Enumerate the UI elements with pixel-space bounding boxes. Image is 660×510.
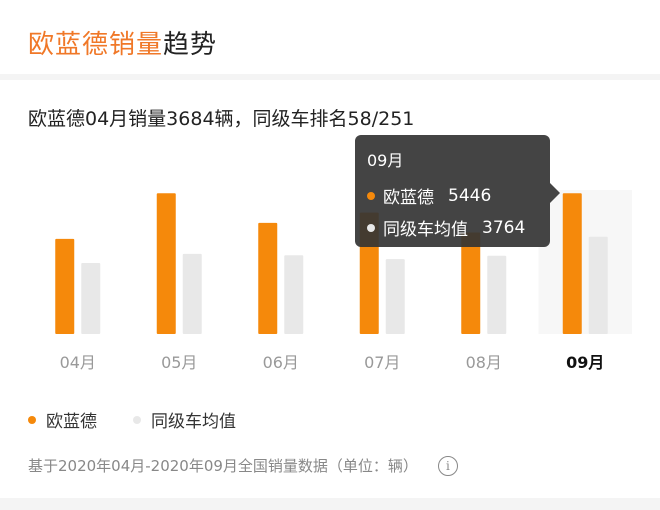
tooltip-arrow	[550, 183, 560, 203]
x-tick-label[interactable]: 04月	[60, 353, 96, 372]
chart-tooltip: 09月 欧蓝德 5446 同级车均值 3764	[355, 135, 560, 247]
gray-dot-icon	[367, 223, 375, 232]
bar-average[interactable]	[588, 236, 608, 334]
tooltip-value: 5446	[448, 185, 492, 206]
tooltip-value: 3764	[482, 217, 526, 238]
chart-legend: 欧蓝德 同级车均值	[28, 407, 272, 432]
title-highlight: 欧蓝德销量	[28, 30, 164, 60]
data-footnote: 基于2020年04月-2020年09月全国销量数据（单位：辆） i	[28, 455, 458, 476]
bar-average[interactable]	[284, 255, 304, 334]
x-tick-label[interactable]: 07月	[364, 353, 400, 372]
legend-item-average[interactable]: 同级车均值	[133, 407, 236, 432]
bar-primary[interactable]	[258, 222, 278, 334]
orange-dot-icon	[367, 191, 375, 200]
x-tick-label[interactable]: 09月	[566, 353, 604, 372]
legend-label: 欧蓝德	[46, 412, 97, 432]
tooltip-label: 同级车均值	[383, 220, 468, 240]
tooltip-row-average: 同级车均值 3764	[367, 215, 525, 240]
bar-average[interactable]	[81, 262, 101, 334]
legend-item-primary[interactable]: 欧蓝德	[28, 407, 97, 432]
legend-label: 同级车均值	[151, 412, 236, 432]
bar-primary[interactable]	[562, 193, 582, 334]
section-divider	[0, 74, 660, 80]
bar-average[interactable]	[487, 255, 507, 334]
bar-average[interactable]	[385, 259, 405, 334]
bar-primary[interactable]	[55, 238, 75, 334]
tooltip-row-primary: 欧蓝德 5446	[367, 183, 491, 208]
sales-summary: 欧蓝德04月销量3684辆，同级车排名58/251	[28, 108, 415, 130]
bottom-divider	[0, 498, 660, 510]
orange-dot-icon	[28, 415, 36, 424]
x-tick-label[interactable]: 05月	[161, 353, 197, 372]
title-rest: 趋势	[163, 30, 218, 60]
bar-primary[interactable]	[461, 232, 481, 334]
bar-primary[interactable]	[156, 193, 176, 334]
bar-average[interactable]	[182, 253, 202, 334]
tooltip-label: 欧蓝德	[383, 188, 434, 208]
x-tick-label[interactable]: 08月	[466, 353, 502, 372]
sales-bar-chart[interactable]: 04月 05月 06月 07月 08月 09月	[0, 130, 660, 390]
info-icon[interactable]: i	[437, 455, 458, 476]
x-tick-label[interactable]: 06月	[263, 353, 299, 372]
tooltip-month: 09月	[367, 151, 404, 170]
page-title: 欧蓝德销量趋势	[28, 24, 217, 61]
selected-column-highlight	[538, 190, 632, 334]
gray-dot-icon	[133, 415, 141, 424]
footnote-text: 基于2020年04月-2020年09月全国销量数据（单位：辆）	[28, 457, 418, 475]
